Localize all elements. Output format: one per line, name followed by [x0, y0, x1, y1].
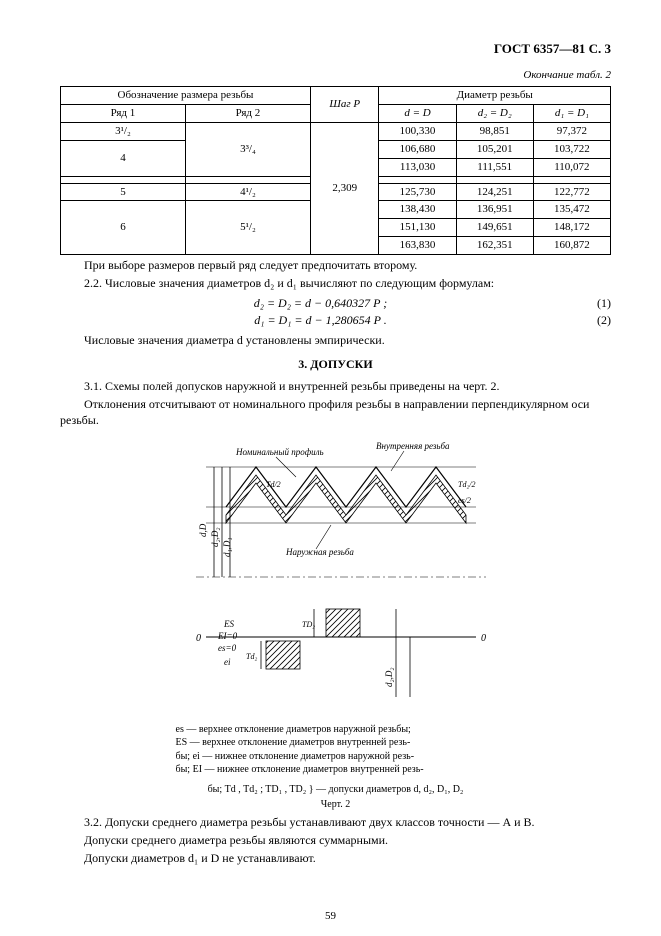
- formula-1: d₂ = D₂ = d − 0,640327 P ;: [60, 295, 581, 311]
- legend-line: бы; EI — нижнее отклонение диаметров вну…: [176, 763, 496, 777]
- svg-text:0: 0: [196, 633, 201, 644]
- spacer: [185, 176, 310, 183]
- spacer: [533, 176, 610, 183]
- cell: 111,551: [456, 158, 533, 176]
- svg-text:es/2: es/2: [458, 496, 471, 505]
- legend-line: бы; ei — нижнее отклонение диаметров нар…: [176, 750, 496, 764]
- th-pitch: Шаг P: [310, 87, 379, 123]
- figure-2: d,D d₂,D₂ d₁,D₁ Номинальный профиль Внут…: [60, 437, 611, 812]
- lbl-nominal: Номинальный профиль: [235, 447, 324, 457]
- cell: 138,430: [379, 201, 456, 219]
- cell: 105,201: [456, 140, 533, 158]
- cell: 136,951: [456, 201, 533, 219]
- cell: 4: [61, 140, 186, 176]
- section-heading: 3. ДОПУСКИ: [60, 356, 611, 372]
- svg-text:EI=0: EI=0: [217, 631, 238, 641]
- cell: 148,172: [533, 219, 610, 237]
- para-choice: При выборе размеров первый ряд следует п…: [60, 257, 611, 273]
- para-sum: Допуски среднего диаметра резьбы являютс…: [60, 832, 611, 848]
- th-r2: Ряд 2: [185, 105, 310, 123]
- thread-profile-diagram: d,D d₂,D₂ d₁,D₁ Номинальный профиль Внут…: [166, 437, 506, 717]
- para-2-2: 2.2. Числовые значения диаметров d₂ и d₁…: [60, 275, 611, 291]
- para-empirical: Числовые значения диаметра d установлены…: [60, 332, 611, 348]
- para-3-1: 3.1. Схемы полей допусков наружной и вну…: [60, 378, 611, 394]
- cell: 125,730: [379, 183, 456, 201]
- table-caption: Окончание табл. 2: [60, 68, 611, 83]
- th-d1: d₁ = D₁: [533, 105, 610, 123]
- page-number: 59: [0, 909, 661, 924]
- para-deviations: Отклонения отсчитывают от номинального п…: [60, 396, 611, 428]
- cell: 122,772: [533, 183, 610, 201]
- cell: 162,351: [456, 237, 533, 255]
- cell: 6: [61, 201, 186, 255]
- cell: 151,130: [379, 219, 456, 237]
- svg-text:d₂,D₂: d₂,D₂: [210, 527, 220, 547]
- cell: 113,030: [379, 158, 456, 176]
- lbl-internal: Внутренняя резьба: [376, 441, 450, 451]
- cell-pitch: 2,309: [310, 123, 379, 255]
- legend-line: es — верхнее отклонение диаметров наружн…: [176, 723, 496, 737]
- th-d2: d₂ = D₂: [456, 105, 533, 123]
- doc-header: ГОСТ 6357—81 С. 3: [60, 40, 611, 58]
- lbl-external: Наружная резьба: [285, 547, 354, 557]
- cell: 98,851: [456, 123, 533, 141]
- cell: 5¹/₂: [185, 201, 310, 255]
- formula-1-num: (1): [581, 295, 611, 311]
- cell: 106,680: [379, 140, 456, 158]
- svg-text:Td₂/2: Td₂/2: [458, 480, 475, 489]
- svg-text:0: 0: [481, 633, 486, 644]
- cell: 100,330: [379, 123, 456, 141]
- cell: 110,072: [533, 158, 610, 176]
- cell: 3¹/₂: [61, 123, 186, 141]
- para-not-set: Допуски диаметров d₁ и D не устанавливаю…: [60, 850, 611, 866]
- th-r1: Ряд 1: [61, 105, 186, 123]
- svg-text:d₁,D₁: d₁,D₁: [222, 537, 232, 557]
- tolerance-definition: бы; Td , Td₂ ; TD₁ , TD₂ } — допуски диа…: [60, 783, 611, 797]
- cell: 3³/₄: [185, 123, 310, 177]
- cell: 149,651: [456, 219, 533, 237]
- svg-text:d₂,D₂: d₂,D₂: [384, 667, 394, 687]
- spacer: [456, 176, 533, 183]
- figure-legend: es — верхнее отклонение диаметров наружн…: [176, 723, 496, 777]
- cell: 163,830: [379, 237, 456, 255]
- svg-text:Td₂: Td₂: [246, 652, 257, 661]
- cell: 135,472: [533, 201, 610, 219]
- cell: 5: [61, 183, 186, 201]
- cell: 97,372: [533, 123, 610, 141]
- cell: 160,872: [533, 237, 610, 255]
- th-size: Обозначение размера резьбы: [61, 87, 311, 105]
- formula-2: d₁ = D₁ = d − 1,280654 P .: [60, 312, 581, 328]
- formulae: d₂ = D₂ = d − 0,640327 P ; (1) d₁ = D₁ =…: [60, 295, 611, 327]
- para-3-2: 3.2. Допуски среднего диаметра резьбы ус…: [60, 814, 611, 830]
- svg-text:Td/2: Td/2: [266, 480, 281, 489]
- cell: 4¹/₂: [185, 183, 310, 201]
- th-dD: d = D: [379, 105, 456, 123]
- svg-text:TD₂: TD₂: [302, 620, 315, 629]
- svg-text:d,D: d,D: [198, 523, 208, 537]
- cell: 103,722: [533, 140, 610, 158]
- spacer: [61, 176, 186, 183]
- svg-text:es=0: es=0: [218, 643, 237, 653]
- th-diam: Диаметр резьбы: [379, 87, 611, 105]
- figure-number: Черт. 2: [60, 798, 611, 812]
- formula-2-num: (2): [581, 312, 611, 328]
- svg-text:ES: ES: [223, 619, 234, 629]
- legend-line: ES — верхнее отклонение диаметров внутре…: [176, 736, 496, 750]
- cell: 124,251: [456, 183, 533, 201]
- spacer: [379, 176, 456, 183]
- thread-table: Обозначение размера резьбы Шаг P Диаметр…: [60, 86, 611, 255]
- svg-text:ei: ei: [224, 657, 231, 667]
- page: ГОСТ 6357—81 С. 3 Окончание табл. 2 Обоз…: [0, 0, 661, 936]
